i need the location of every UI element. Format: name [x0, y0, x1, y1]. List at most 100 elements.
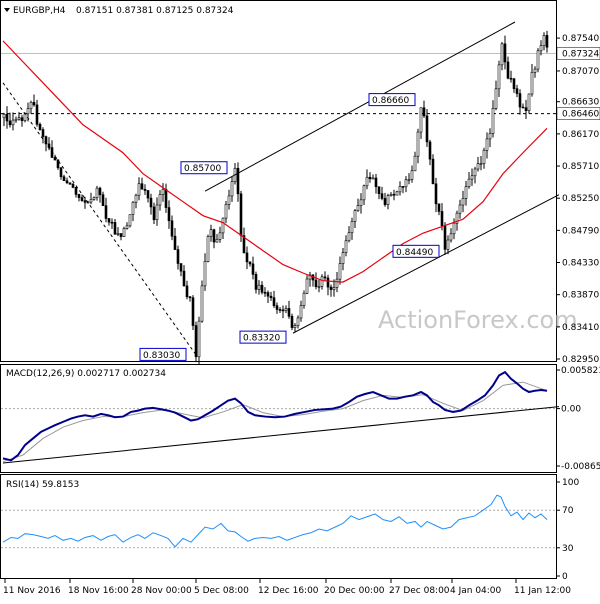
candle-body	[98, 187, 102, 195]
watermark: ActionForex.com	[378, 306, 578, 334]
annotations-layer: 0.85700 0.86660 0.83320 0.83030 0.84490	[139, 93, 440, 361]
price-axis-label: 0.82950	[562, 355, 599, 365]
channel-trendline	[204, 21, 516, 192]
candle-body	[62, 176, 66, 182]
x-axis-label: 5 Dec 08:00	[194, 586, 249, 596]
candle-body	[386, 195, 390, 205]
price-annotation-box	[239, 330, 287, 344]
candle-body	[371, 177, 375, 180]
candle-body	[134, 194, 138, 203]
candle-body	[494, 88, 498, 109]
candle-body	[377, 186, 381, 194]
candle-body	[89, 199, 93, 203]
candle-body	[14, 118, 18, 121]
x-axis-label: 11 Nov 2016	[3, 586, 61, 596]
candle-body	[167, 207, 171, 222]
candle-body	[5, 113, 9, 122]
candle-body	[467, 178, 471, 187]
candle-body	[230, 181, 234, 197]
candle-body	[545, 35, 549, 48]
collapse-triangle-icon[interactable]	[4, 8, 10, 12]
candle-body	[95, 187, 99, 199]
price-axis-label: 0.87070	[562, 67, 599, 77]
candle-body	[176, 249, 180, 264]
candle-body	[338, 263, 342, 280]
candle-body	[428, 141, 432, 160]
candle-body	[125, 225, 129, 229]
price-axis-label: 0.83870	[562, 291, 599, 301]
candle-body	[410, 170, 414, 180]
candle-body	[38, 123, 42, 130]
candle-body	[449, 233, 453, 241]
candle-body	[287, 308, 291, 317]
candle-body	[521, 106, 525, 109]
candle-body	[221, 217, 225, 234]
candle-body	[392, 193, 396, 196]
candle-body	[59, 167, 63, 178]
channel-trendline	[292, 194, 560, 334]
candle-body	[143, 188, 147, 191]
candle-body	[485, 138, 489, 151]
price-panel-frame	[0, 0, 557, 362]
candle-body	[140, 183, 144, 190]
candle-body	[512, 78, 516, 89]
dashed-trendline	[2, 82, 196, 354]
x-axis-label: 20 Dec 00:00	[324, 586, 385, 596]
price-axis-label: 0.83410	[562, 323, 599, 333]
x-axis-label: 11 Jan 12:00	[514, 586, 571, 596]
candle-body	[404, 179, 408, 188]
candle-body	[107, 218, 111, 223]
candle-body	[149, 197, 153, 208]
candle-body	[200, 285, 204, 322]
candle-body	[407, 179, 411, 181]
candle-body	[194, 325, 198, 358]
candle-body	[29, 101, 33, 110]
candle-body	[11, 119, 15, 126]
candle-body	[479, 163, 483, 165]
candle-body	[242, 235, 246, 254]
candle-body	[317, 286, 321, 288]
macd-title: MACD(12,26,9) 0.002717 0.002734	[6, 369, 166, 379]
candle-body	[215, 239, 219, 243]
rsi-axis-label: 70	[562, 506, 574, 516]
lines-layer	[2, 21, 560, 548]
candle-body	[374, 177, 378, 188]
candle-body	[395, 191, 399, 196]
dashed-level-box	[556, 107, 600, 120]
candle-body	[101, 194, 105, 206]
candle-body	[20, 117, 24, 121]
candle-body	[182, 270, 186, 287]
candle-body	[470, 175, 474, 180]
chart-header: EURGBP,H4 0.87151 0.87381 0.87125 0.8732…	[4, 6, 234, 16]
candle-body	[434, 183, 438, 205]
candle-body	[323, 276, 327, 279]
candle-body	[68, 182, 72, 185]
candle-body	[185, 285, 189, 298]
price-axis-label: 0.86170	[562, 130, 599, 140]
candle-body	[302, 292, 306, 306]
candle-body	[527, 93, 531, 112]
candle-body	[53, 157, 57, 161]
candle-body	[32, 101, 36, 106]
candle-body	[188, 296, 192, 299]
candle-body	[332, 287, 336, 290]
candle-body	[530, 71, 534, 95]
candle-body	[206, 236, 210, 262]
candle-body	[260, 284, 264, 293]
dashed-level-label: 0.86460	[562, 110, 599, 120]
candle-body	[128, 214, 132, 227]
candle-body	[275, 305, 279, 310]
rsi-axis-label: 0	[562, 572, 568, 582]
candle-body	[104, 205, 108, 219]
grid-layer	[1, 52, 556, 549]
x-axis-label: 27 Dec 08:00	[389, 586, 450, 596]
axis-layer: 0.87540 0.87070 0.86630 0.86170 0.85710 0.852…	[3, 34, 600, 596]
rsi-panel-frame	[0, 474, 557, 579]
candle-body	[419, 107, 423, 133]
candle-body	[422, 107, 426, 117]
candle-body	[290, 315, 294, 328]
candle-body	[197, 320, 201, 358]
x-axis-label: 4 Jan 04:00	[450, 586, 502, 596]
price-axis-label: 0.85710	[562, 162, 599, 172]
